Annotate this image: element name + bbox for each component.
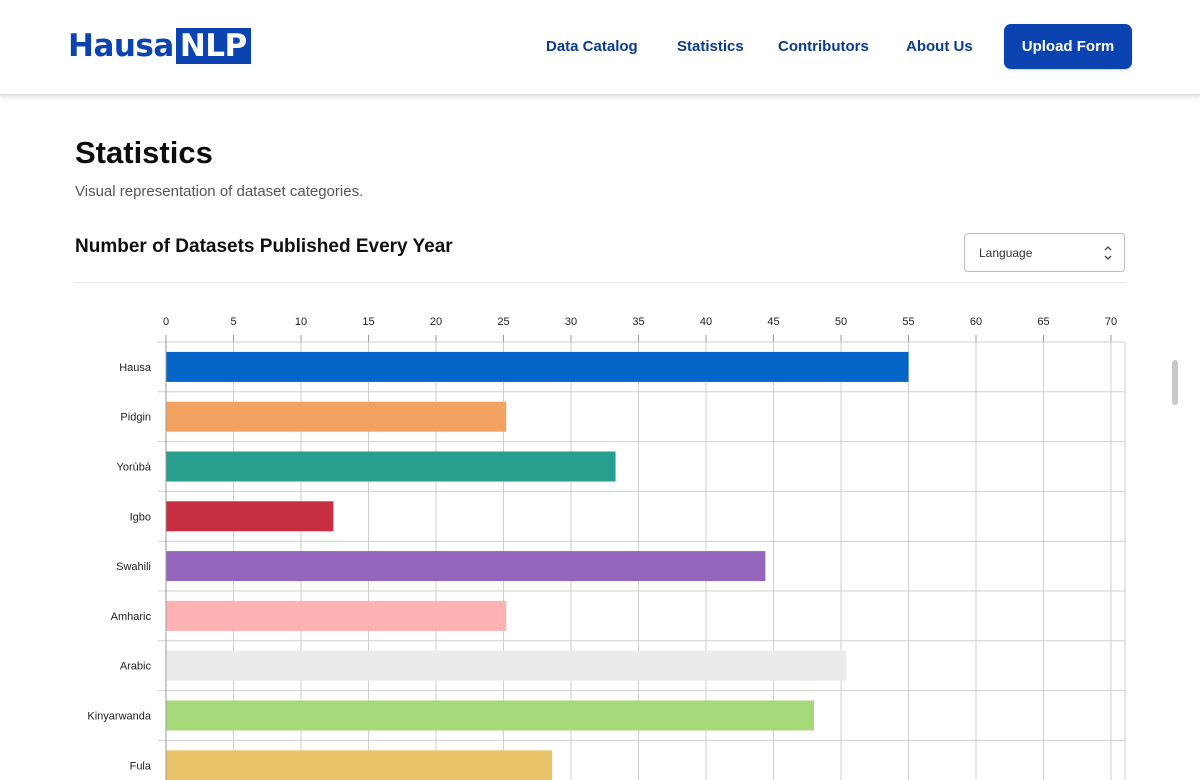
upload-form-button[interactable]: Upload Form bbox=[1004, 24, 1132, 69]
x-tick-label: 15 bbox=[362, 316, 374, 328]
y-category-label: Amharic bbox=[111, 611, 152, 623]
x-tick-label: 60 bbox=[970, 316, 982, 328]
y-category-label: Fula bbox=[130, 760, 152, 772]
bar-igbo bbox=[166, 501, 334, 532]
y-category-label: Pidgin bbox=[120, 412, 151, 424]
page-title: Statistics bbox=[75, 135, 213, 170]
x-tick-label: 0 bbox=[163, 316, 169, 328]
section-divider bbox=[75, 282, 1125, 283]
y-category-label: Swahili bbox=[116, 561, 151, 573]
x-tick-label: 30 bbox=[565, 316, 577, 328]
x-tick-label: 40 bbox=[700, 316, 712, 328]
x-tick-label: 35 bbox=[632, 316, 644, 328]
nav-contributors[interactable]: Contributors bbox=[778, 38, 869, 55]
x-tick-label: 45 bbox=[767, 316, 779, 328]
y-category-label: Yorùbá bbox=[117, 462, 152, 474]
logo-text-hausa: Hausa bbox=[68, 28, 174, 64]
y-category-label: Igbo bbox=[130, 511, 151, 523]
logo-text-nlp: NLP bbox=[175, 28, 251, 64]
site-header: Hausa NLP Data Catalog Statistics Contrib… bbox=[0, 0, 1200, 95]
y-category-label: Arabic bbox=[120, 661, 152, 673]
nav-data-catalog[interactable]: Data Catalog bbox=[546, 38, 638, 55]
x-tick-label: 25 bbox=[497, 316, 509, 328]
x-tick-label: 5 bbox=[230, 316, 236, 328]
bar-swahili bbox=[166, 551, 766, 582]
hausanlp-logo[interactable]: Hausa NLP bbox=[68, 28, 251, 64]
bar-hausa bbox=[166, 351, 909, 382]
y-category-label: Hausa bbox=[119, 362, 152, 374]
bar-amharic bbox=[166, 600, 507, 631]
bar-fula bbox=[166, 750, 553, 780]
x-tick-label: 20 bbox=[430, 316, 442, 328]
bar-arabic bbox=[166, 650, 847, 681]
page-subtitle: Visual representation of dataset categor… bbox=[75, 183, 364, 200]
chevron-up-down-icon bbox=[1104, 246, 1112, 260]
x-tick-label: 10 bbox=[295, 316, 307, 328]
chart-section-title: Number of Datasets Published Every Year bbox=[75, 236, 453, 257]
x-tick-label: 65 bbox=[1037, 316, 1049, 328]
y-category-label: Kinyarwanda bbox=[87, 711, 151, 723]
category-select[interactable]: Language bbox=[964, 233, 1125, 272]
nav-about-us[interactable]: About Us bbox=[906, 38, 973, 55]
bar-pidgin bbox=[166, 401, 507, 432]
scrollbar-thumb[interactable] bbox=[1172, 360, 1178, 405]
x-tick-label: 55 bbox=[902, 316, 914, 328]
x-tick-label: 70 bbox=[1105, 316, 1117, 328]
x-tick-label: 50 bbox=[835, 316, 847, 328]
main-nav: Data Catalog Statistics Contributors Abo… bbox=[0, 0, 1200, 95]
nav-statistics[interactable]: Statistics bbox=[677, 38, 744, 55]
bar-yorb bbox=[166, 451, 616, 482]
bar-kinyarwanda bbox=[166, 700, 814, 731]
category-select-value: Language bbox=[979, 246, 1033, 260]
